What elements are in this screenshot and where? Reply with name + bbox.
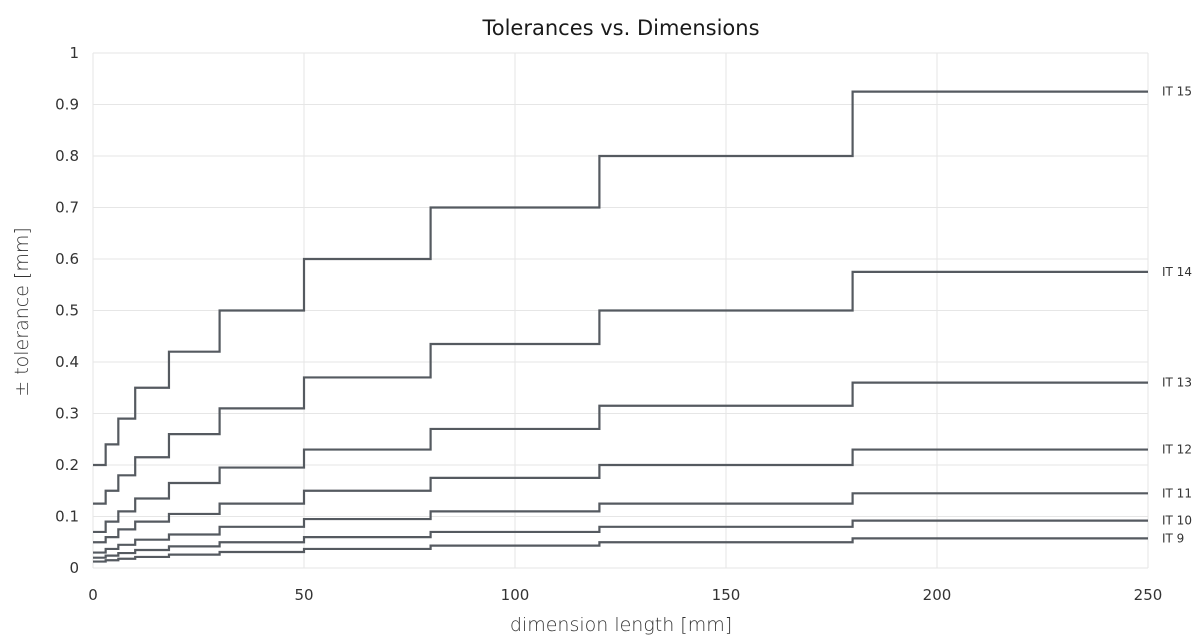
x-tick-label: 50 [294,586,313,604]
series-lines [93,90,1148,563]
series-line-it-13 [93,381,1148,534]
y-tick-label: 0.5 [55,302,79,320]
x-axis-label: dimension length [mm] [510,614,732,636]
series-line-it-11 [93,492,1148,554]
series-label: IT 10 [1162,514,1192,528]
y-axis-ticks: 0 0.1 0.2 0.3 0.4 0.5 0.6 0.7 0.8 0.9 1 [55,44,79,577]
x-tick-label: 100 [501,586,530,604]
y-tick-label: 0.3 [55,405,79,423]
x-tick-label: 250 [1134,586,1163,604]
series-label: IT 12 [1162,443,1192,457]
series-line-it-15 [93,90,1148,467]
series-line-it-9 [93,537,1148,563]
x-tick-label: 200 [923,586,952,604]
series-line-it-10 [93,519,1148,559]
series-line-it-12 [93,448,1148,544]
y-axis-label: ± tolerance [mm] [11,227,33,397]
y-tick-label: 1 [69,44,79,62]
series-label: IT 9 [1162,531,1184,545]
y-tick-label: 0.7 [55,199,79,217]
y-tick-label: 0.9 [55,96,79,114]
x-tick-label: 0 [88,586,98,604]
series-labels: IT 15 IT 14 IT 13 IT 12 IT 11 IT 10 IT 9 [1162,85,1192,546]
series-label: IT 11 [1162,486,1192,500]
x-axis-ticks: 0 50 100 150 200 250 [88,586,1162,604]
y-tick-label: 0 [69,559,79,577]
y-tick-label: 0.2 [55,456,79,474]
y-tick-label: 0.8 [55,147,79,165]
series-label: IT 14 [1162,265,1192,279]
y-tick-label: 0.6 [55,250,79,268]
series-line-it-14 [93,270,1148,505]
x-tick-label: 150 [712,586,741,604]
series-label: IT 15 [1162,85,1192,99]
series-label: IT 13 [1162,376,1192,390]
y-tick-label: 0.1 [55,508,79,526]
chart-title: Tolerances vs. Dimensions [481,16,759,40]
y-tick-label: 0.4 [55,353,79,371]
